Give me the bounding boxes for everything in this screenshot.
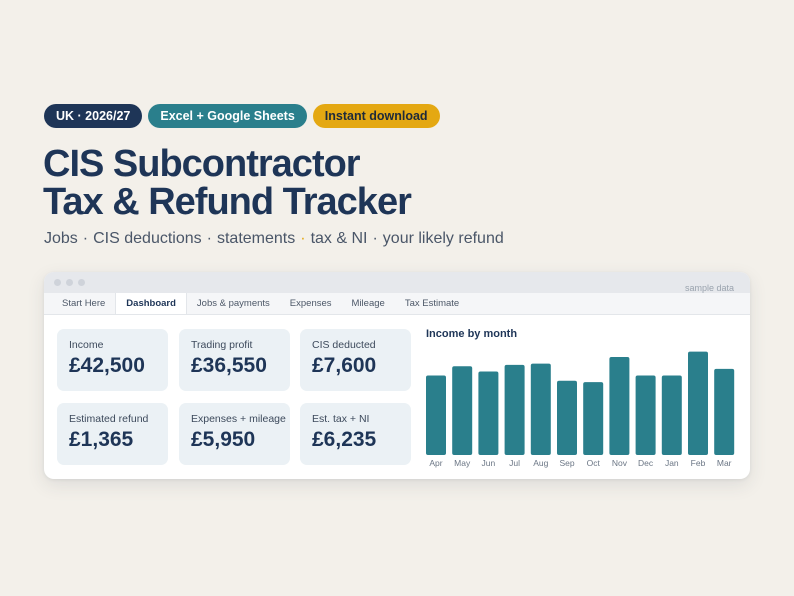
region-year-badge: UK · 2026/27 bbox=[44, 104, 143, 128]
income-card: Income £42,500 bbox=[57, 329, 168, 391]
tab-start-here[interactable]: Start Here bbox=[62, 298, 106, 309]
page-title: CIS Subcontractor Tax & Refund Tracker bbox=[43, 143, 412, 223]
card-label: CIS deducted bbox=[312, 339, 376, 351]
card-value: £36,550 bbox=[191, 354, 267, 377]
income-bar-feb bbox=[688, 351, 708, 455]
subtitle-item: statements bbox=[216, 230, 296, 247]
income-bar-aug bbox=[530, 363, 551, 455]
tab-jobs-payments[interactable]: Jobs & payments bbox=[196, 298, 270, 309]
minimize-dot-icon[interactable] bbox=[66, 279, 73, 286]
income-bar-nov bbox=[609, 356, 630, 455]
month-tick-label: Nov bbox=[612, 458, 628, 468]
month-tick-label: Oct bbox=[587, 458, 601, 468]
subtitle: Jobs · CIS deductions · statements · tax & NI ·… bbox=[44, 230, 504, 248]
month-tick-label: Dec bbox=[638, 458, 654, 468]
est-tax-ni-card: Est. tax + NI £6,235 bbox=[300, 403, 411, 465]
card-label: Est. tax + NI bbox=[312, 413, 370, 425]
tab-dashboard[interactable]: Dashboard bbox=[115, 293, 187, 314]
card-value: £5,950 bbox=[191, 428, 256, 451]
tab-expenses[interactable]: Expenses bbox=[289, 298, 332, 309]
separator: · bbox=[206, 230, 212, 247]
format-badge: Excel + Google Sheets bbox=[148, 104, 307, 128]
tab-tax-estimate[interactable]: Tax Estimate bbox=[404, 298, 460, 309]
window-controls bbox=[54, 279, 85, 286]
month-tick-label: Aug bbox=[533, 458, 548, 468]
card-label: Trading profit bbox=[191, 339, 253, 351]
income-bar-jan bbox=[661, 375, 682, 455]
badge-row: UK · 2026/27 Excel + Google Sheets Insta… bbox=[44, 104, 440, 128]
income-bar-oct bbox=[583, 382, 604, 455]
month-tick-label: Sep bbox=[559, 458, 574, 468]
sheet-tabs: Start Here Dashboard Jobs & payments Exp… bbox=[44, 293, 750, 315]
month-tick-label: Mar bbox=[717, 458, 732, 468]
income-bar-apr bbox=[426, 375, 446, 455]
month-tick-label: Jan bbox=[665, 458, 679, 468]
title-line-1: CIS Subcontractor bbox=[43, 143, 361, 185]
card-value: £1,365 bbox=[69, 428, 134, 451]
separator: · bbox=[372, 230, 378, 247]
subtitle-item: tax & NI bbox=[310, 230, 368, 247]
card-label: Expenses + mileage bbox=[191, 413, 286, 425]
card-value: £7,600 bbox=[312, 354, 377, 377]
month-tick-label: Apr bbox=[429, 458, 442, 468]
income-bar-sep bbox=[557, 380, 577, 455]
tab-mileage[interactable]: Mileage bbox=[351, 298, 385, 309]
month-tick-label: Jul bbox=[509, 458, 520, 468]
maximize-dot-icon[interactable] bbox=[78, 279, 85, 286]
month-tick-label: Feb bbox=[691, 458, 706, 468]
subtitle-item: your likely refund bbox=[382, 230, 504, 247]
separator: · bbox=[82, 230, 89, 247]
income-chart: Apr May Jun Jul Aug Sep Oct Nov Dec Jan Feb Mar bbox=[426, 351, 735, 468]
month-tick-label: Jun bbox=[482, 458, 496, 468]
separator: · bbox=[300, 230, 306, 247]
subtitle-item: CIS deductions bbox=[93, 230, 202, 247]
window-titlebar: sample data bbox=[44, 272, 750, 293]
month-tick-label: May bbox=[454, 458, 471, 468]
card-label: Estimated refund bbox=[69, 413, 149, 425]
estimated-refund-card: Estimated refund £1,365 bbox=[57, 403, 168, 465]
download-badge: Instant download bbox=[312, 104, 440, 128]
income-bar-jun bbox=[478, 371, 499, 455]
sample-data-label: sample data bbox=[684, 283, 734, 293]
expenses-mileage-card: Expenses + mileage £5,950 bbox=[179, 403, 290, 465]
income-bar-dec bbox=[635, 375, 656, 455]
card-value: £42,500 bbox=[69, 354, 145, 377]
income-bar-may bbox=[452, 366, 473, 455]
close-dot-icon[interactable] bbox=[54, 279, 61, 286]
income-bar-jul bbox=[504, 364, 525, 455]
trading-profit-card: Trading profit £36,550 bbox=[179, 329, 290, 391]
card-label: Income bbox=[69, 339, 104, 351]
card-value: £6,235 bbox=[312, 428, 377, 451]
spreadsheet-window: sample data Start Here Dashboard Jobs & … bbox=[44, 272, 750, 479]
cis-deducted-card: CIS deducted £7,600 bbox=[300, 329, 411, 391]
subtitle-item: Jobs bbox=[44, 230, 78, 247]
income-bar-mar bbox=[714, 368, 735, 455]
chart-title: Income by month bbox=[426, 328, 518, 340]
title-line-2: Tax & Refund Tracker bbox=[43, 181, 412, 223]
